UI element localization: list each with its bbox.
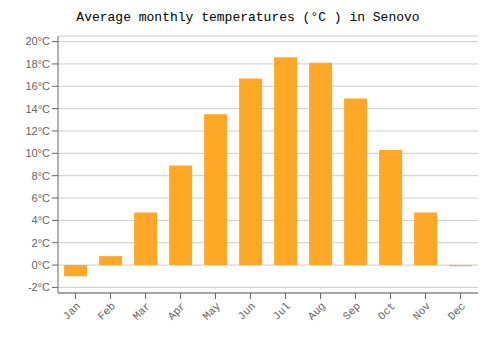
svg-text:Jan: Jan [61, 300, 83, 322]
svg-text:12°C: 12°C [25, 125, 50, 137]
svg-text:Jun: Jun [236, 300, 258, 322]
svg-text:10°C: 10°C [25, 147, 50, 159]
svg-text:16°C: 16°C [25, 80, 50, 92]
svg-text:Feb: Feb [96, 300, 118, 322]
html-text:Average monthly temperatures (: Average monthly temperatures (°C ) in Se… [76, 10, 420, 25]
svg-text:4°C: 4°C [32, 214, 51, 226]
svg-text:14°C: 14°C [25, 103, 50, 115]
svg-text:Jul: Jul [271, 300, 293, 322]
svg-text:8°C: 8°C [32, 170, 51, 182]
svg-text:Nov: Nov [411, 300, 434, 323]
svg-text:Dec: Dec [446, 300, 468, 322]
svg-text:Sep: Sep [341, 300, 363, 322]
svg-text:Aug: Aug [306, 300, 328, 322]
svg-text:2°C: 2°C [32, 237, 51, 249]
svg-text:20°C: 20°C [25, 35, 50, 47]
svg-text:Apr: Apr [166, 300, 188, 322]
svg-text:-2°C: -2°C [28, 281, 50, 293]
svg-text:Mar: Mar [131, 300, 153, 322]
svg-text:Oct: Oct [376, 300, 398, 322]
svg-text:May: May [201, 300, 224, 323]
svg-text:6°C: 6°C [32, 192, 51, 204]
svg-text:18°C: 18°C [25, 58, 50, 70]
svg-text:0°C: 0°C [32, 259, 51, 271]
